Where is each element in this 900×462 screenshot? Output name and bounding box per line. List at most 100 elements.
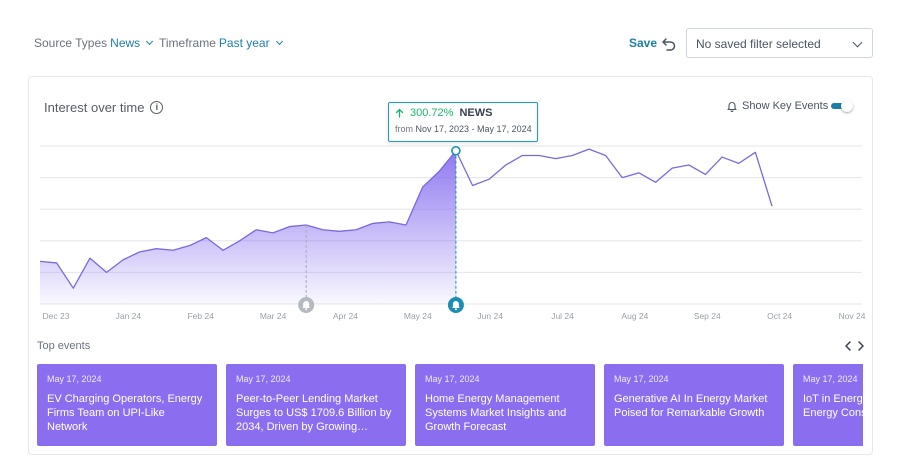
saved-filter-value: No saved filter selected bbox=[696, 37, 821, 51]
x-tick-label: Aug 24 bbox=[621, 311, 648, 321]
data-point bbox=[421, 186, 423, 188]
bell-icon bbox=[447, 297, 464, 313]
data-point bbox=[604, 154, 606, 156]
data-point bbox=[255, 229, 257, 231]
data-point bbox=[571, 154, 573, 156]
chart-tooltip: 300.72% NEWS from Nov 17, 2023 - May 17,… bbox=[388, 102, 538, 142]
event-card[interactable]: May 17, 2024 IoT in Energy 2031: The Im … bbox=[793, 364, 863, 446]
tooltip-label: NEWS bbox=[459, 107, 493, 119]
arrow-up-icon bbox=[395, 108, 404, 118]
data-point bbox=[105, 271, 107, 273]
event-title: Home Energy Management Systems Market In… bbox=[425, 393, 567, 433]
data-point bbox=[754, 151, 756, 153]
event-title: EV Charging Operators, Energy Firms Team… bbox=[47, 393, 203, 433]
data-point bbox=[89, 257, 91, 259]
filter-toolbar: Source Types News Timeframe Past year Sa… bbox=[0, 0, 900, 75]
timeframe-value: Past year bbox=[218, 36, 270, 50]
event-title: Peer-to-Peer Lending Market Surges to US… bbox=[236, 393, 392, 433]
chevron-right-icon[interactable] bbox=[857, 341, 865, 351]
data-point bbox=[288, 225, 290, 227]
top-events-cards: May 17, 2024 EV Charging Operators, Ener… bbox=[37, 364, 863, 446]
event-date: May 17, 2024 bbox=[236, 374, 291, 384]
selected-point-marker bbox=[451, 145, 461, 156]
event-date: May 17, 2024 bbox=[614, 374, 669, 384]
x-tick-label: May 24 bbox=[404, 311, 432, 321]
event-title: Generative AI In Energy Market Poised fo… bbox=[614, 393, 768, 419]
data-point bbox=[438, 170, 440, 172]
x-tick-label: Feb 24 bbox=[187, 311, 214, 321]
timeframe-label: Timeframe bbox=[159, 36, 216, 50]
top-events-heading: Top events bbox=[37, 340, 91, 352]
save-button[interactable]: Save bbox=[629, 36, 658, 50]
data-point bbox=[372, 222, 374, 224]
data-point bbox=[488, 178, 490, 180]
panel-title-text: Interest over time bbox=[44, 100, 145, 115]
source-types-filter[interactable]: Source Types News bbox=[34, 36, 154, 50]
toggle-knob bbox=[841, 100, 853, 112]
bell-shape bbox=[302, 301, 311, 308]
undo-icon[interactable] bbox=[661, 35, 677, 51]
key-events-toggle[interactable] bbox=[831, 100, 853, 112]
event-card[interactable]: May 17, 2024 Generative AI In Energy Mar… bbox=[604, 364, 784, 446]
data-point bbox=[771, 205, 773, 207]
bell-clapper bbox=[454, 308, 457, 311]
data-point bbox=[222, 249, 224, 251]
data-point bbox=[39, 260, 41, 262]
data-point bbox=[555, 157, 557, 159]
series-area bbox=[40, 150, 456, 304]
x-tick-label: Apr 24 bbox=[333, 311, 358, 321]
data-point bbox=[322, 229, 324, 231]
data-point bbox=[355, 229, 357, 231]
data-point bbox=[654, 181, 656, 183]
event-card[interactable]: May 17, 2024 Peer-to-Peer Lending Market… bbox=[226, 364, 406, 446]
tooltip-range: Nov 17, 2023 - May 17, 2024 bbox=[415, 124, 532, 134]
key-events-text: Show Key Events bbox=[742, 100, 829, 112]
data-point bbox=[538, 154, 540, 156]
data-point bbox=[172, 249, 174, 251]
data-point bbox=[72, 287, 74, 289]
info-icon[interactable]: i bbox=[150, 101, 164, 114]
x-tick-label: Dec 23 bbox=[43, 311, 70, 321]
event-card[interactable]: May 17, 2024 EV Charging Operators, Ener… bbox=[37, 364, 217, 446]
event-date: May 17, 2024 bbox=[803, 374, 858, 384]
data-point bbox=[588, 148, 590, 150]
tooltip-range-line: from Nov 17, 2023 - May 17, 2024 bbox=[395, 124, 537, 134]
event-date: May 17, 2024 bbox=[425, 374, 480, 384]
chevron-left-icon[interactable] bbox=[844, 341, 852, 351]
x-tick-label: Nov 24 bbox=[839, 311, 866, 321]
data-point bbox=[671, 167, 673, 169]
data-point bbox=[388, 221, 390, 223]
data-point bbox=[272, 232, 274, 234]
x-tick-label: Sep 24 bbox=[694, 311, 721, 321]
event-card[interactable]: May 17, 2024 Home Energy Management Syst… bbox=[415, 364, 595, 446]
data-point bbox=[521, 154, 523, 156]
data-point bbox=[405, 224, 407, 226]
data-point bbox=[688, 164, 690, 166]
bell-icon bbox=[727, 102, 737, 112]
x-tick-label: Jan 24 bbox=[116, 311, 142, 321]
data-point bbox=[621, 176, 623, 178]
tooltip-headline: 300.72% NEWS bbox=[395, 107, 537, 119]
bell-icon bbox=[298, 297, 315, 313]
data-point bbox=[155, 248, 157, 250]
data-point bbox=[471, 184, 473, 186]
data-point bbox=[738, 162, 740, 164]
tooltip-from: from bbox=[395, 124, 413, 134]
event-title: IoT in Energy 2031: The Im Energy Cons bbox=[803, 393, 863, 419]
bell-clapper bbox=[305, 308, 308, 311]
data-point bbox=[122, 259, 124, 261]
key-events-label: Show Key Events bbox=[726, 100, 828, 112]
x-tick-label: Jun 24 bbox=[477, 311, 503, 321]
data-point bbox=[238, 240, 240, 242]
data-point bbox=[139, 251, 141, 253]
data-point bbox=[189, 244, 191, 246]
data-point bbox=[721, 156, 723, 158]
timeframe-filter[interactable]: Timeframe Past year bbox=[159, 36, 283, 50]
saved-filter-select[interactable]: No saved filter selected bbox=[686, 28, 873, 58]
data-point bbox=[638, 172, 640, 174]
event-date: May 17, 2024 bbox=[47, 374, 102, 384]
panel-title: Interest over time i bbox=[44, 100, 164, 115]
tooltip-percentage: 300.72% bbox=[410, 107, 454, 119]
data-point bbox=[704, 173, 706, 175]
interest-chart: Dec 23 Jan 24 Feb 24 Mar 24 Apr 24 May 24 Jun … bbox=[39, 145, 866, 321]
